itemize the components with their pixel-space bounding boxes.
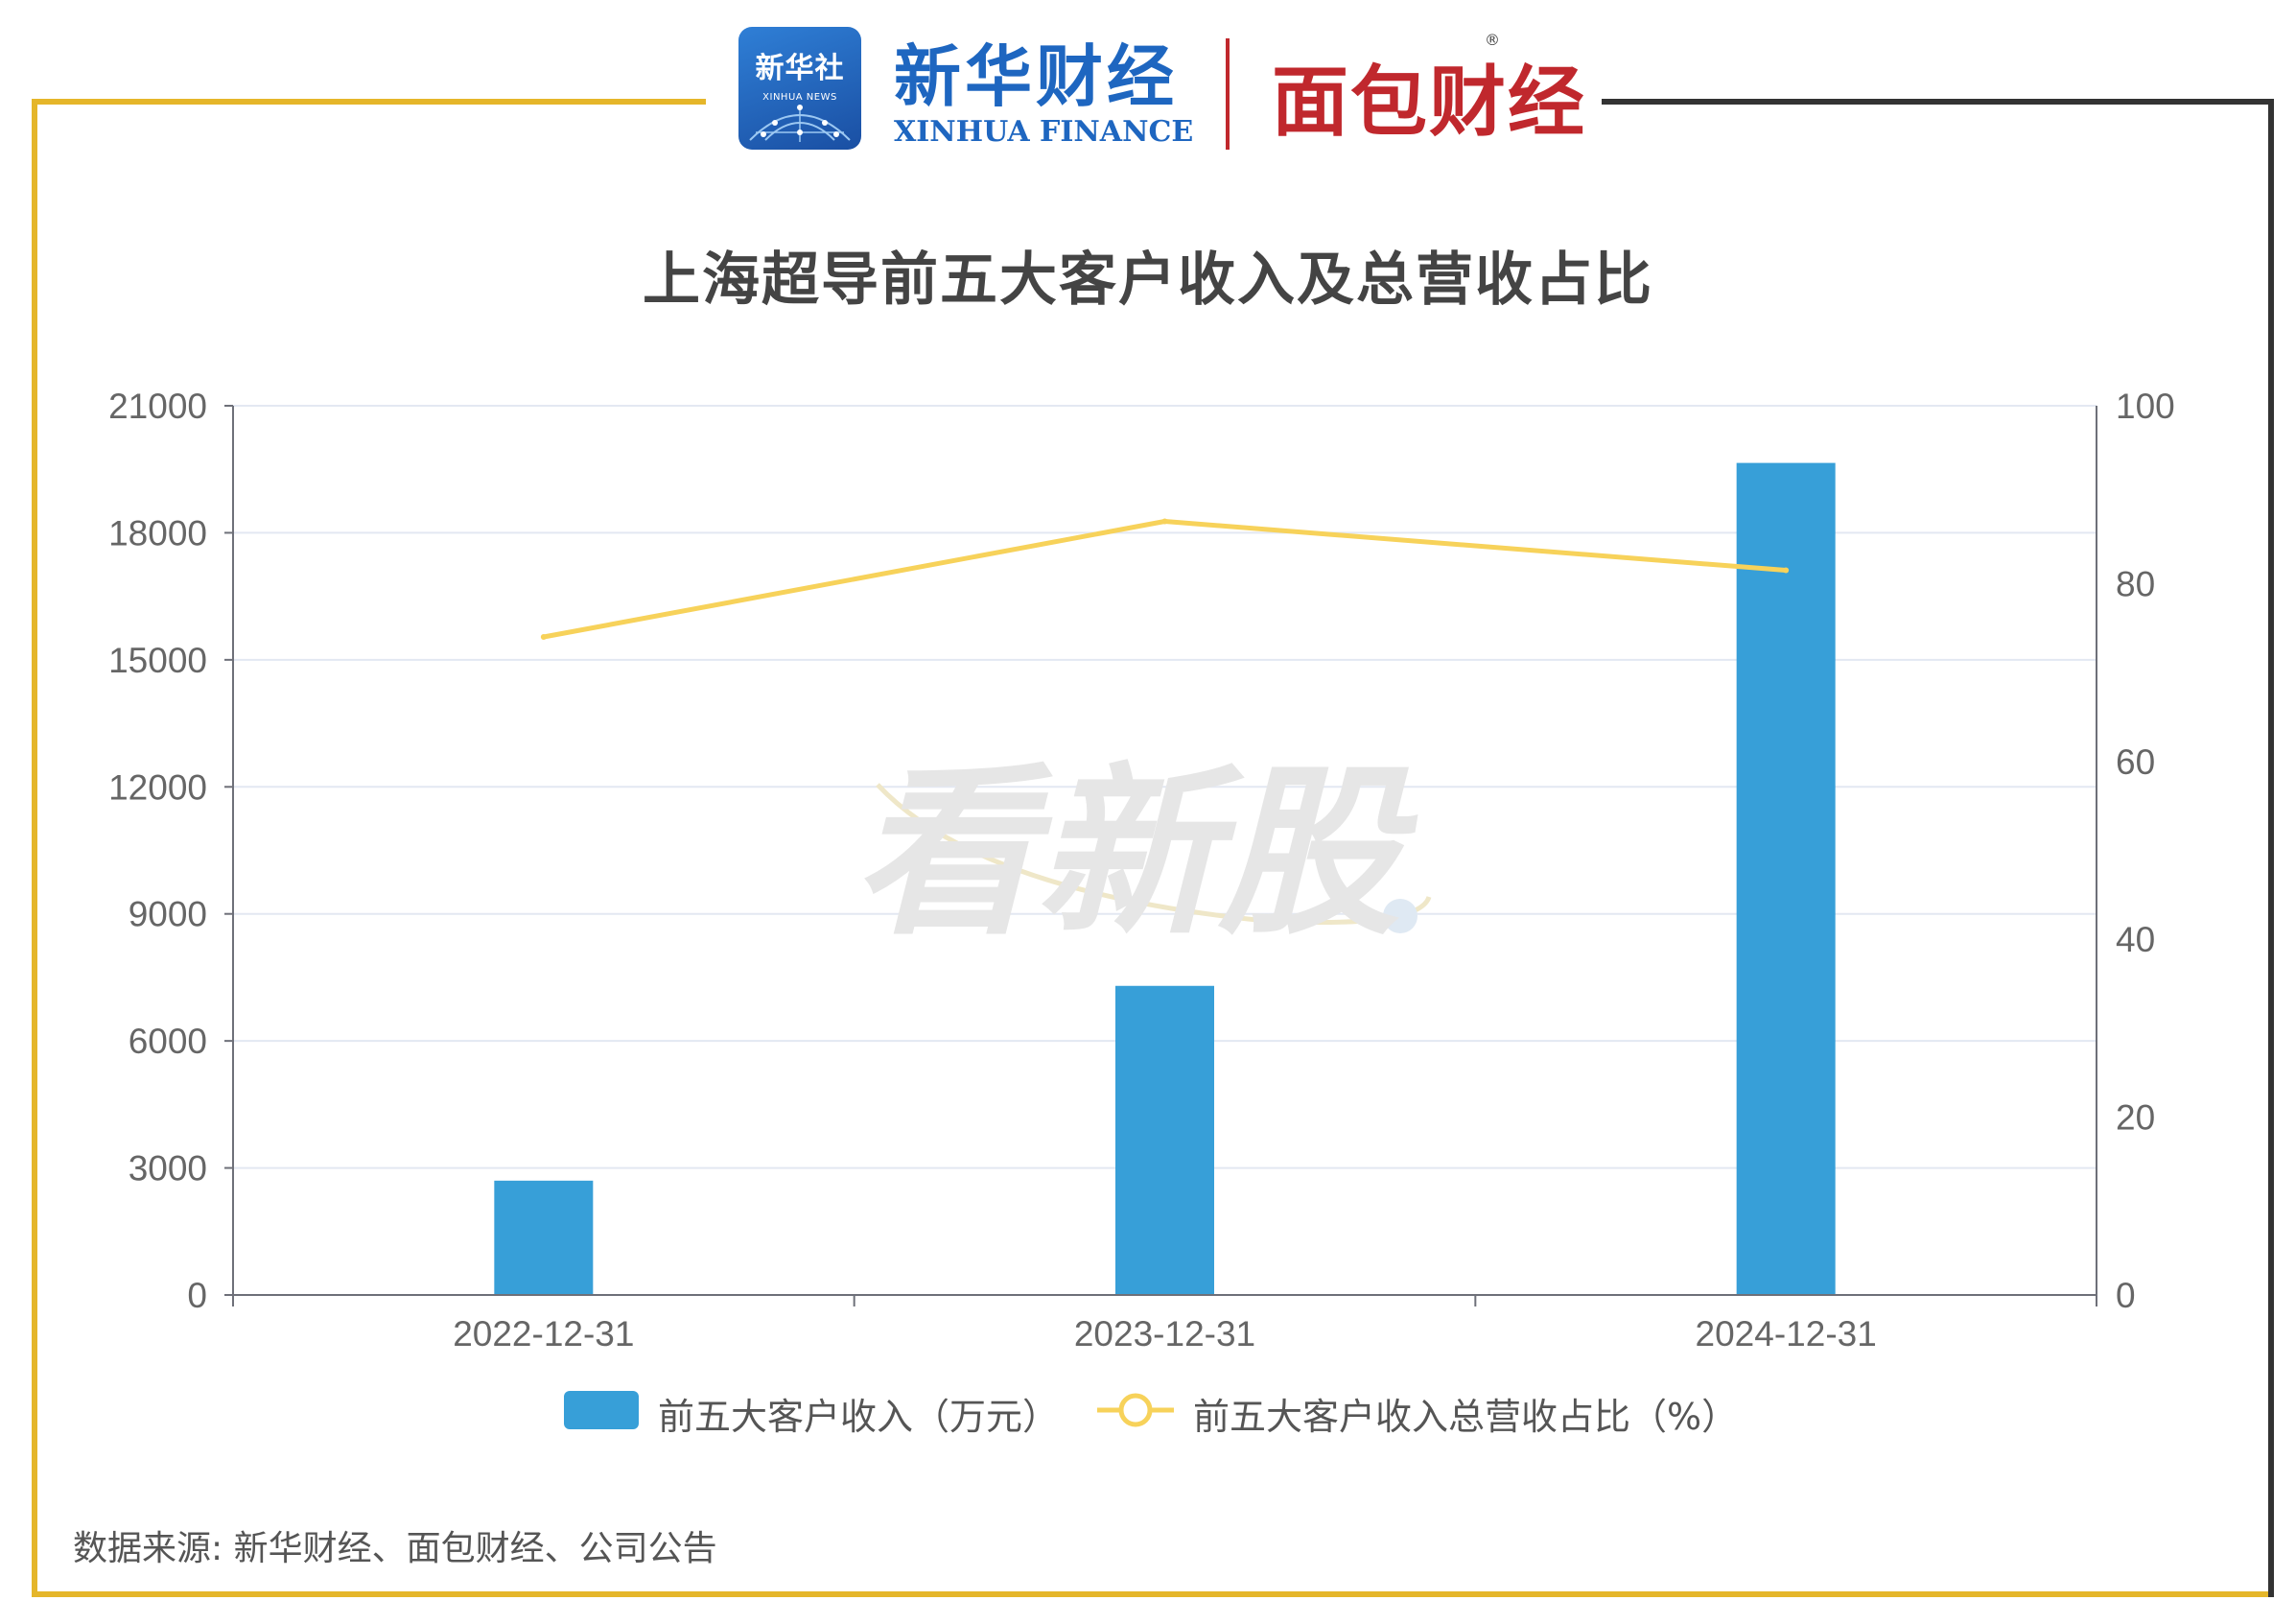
y-right-tick-label: 80 [2116, 564, 2155, 603]
x-tick-label: 2022-12-31 [453, 1314, 634, 1353]
frame-border-top-right [1602, 99, 2274, 105]
logo-divider [1226, 38, 1230, 150]
y-left-tick-label: 21000 [108, 387, 207, 426]
y-left-tick-label: 0 [187, 1276, 207, 1315]
legend-label-line: 前五大客户收入总营收占比（%） [1193, 1396, 1739, 1438]
chart-title: 上海超导前五大客户收入及总营收占比 [643, 247, 1653, 314]
y-left-tick-label: 15000 [108, 641, 207, 680]
y-right-tick-label: 100 [2116, 387, 2175, 426]
frame-border-bottom [32, 1591, 2274, 1597]
y-right-tick-label: 20 [2116, 1098, 2155, 1138]
y-left-tick-label: 6000 [129, 1022, 207, 1061]
bar-2023-12-31 [1115, 985, 1214, 1295]
xinhua-badge-cn: 新华社 [755, 52, 845, 85]
y-left-tick-label: 12000 [108, 767, 207, 807]
x-tick-label: 2024-12-31 [1696, 1314, 1877, 1353]
y-left-tick-label: 9000 [129, 895, 207, 934]
xinhua-badge-en: XINHUA NEWS [762, 92, 837, 103]
series-line-ratio [541, 519, 1789, 640]
y-right-tick-label: 0 [2116, 1276, 2136, 1315]
watermark-dot [1383, 899, 1417, 933]
legend-label-bar: 前五大客户收入（万元） [658, 1396, 1060, 1438]
header-logos: 新华社 XINHUA NEWS 新华财经 XINHUA FINANCE 面包财经… [738, 21, 1584, 155]
line-point-2023-12-31 [1161, 518, 1168, 525]
source-note: 数据来源: 新华财经、面包财经、公司公告 [73, 1529, 717, 1568]
frame-border-left [32, 99, 37, 1597]
bar-2022-12-31 [494, 1180, 594, 1295]
globe-network-icon [749, 105, 851, 142]
y-left-tick-label: 3000 [129, 1149, 207, 1189]
frame-border-top-left [32, 99, 706, 105]
xinhua-finance-logo-cn: 新华财经 [894, 36, 1178, 116]
y-right-tick-label: 60 [2116, 742, 2155, 782]
watermark: 看新股 [854, 747, 1432, 959]
registered-mark: ® [1485, 31, 1500, 49]
line-point-2024-12-31 [1783, 567, 1790, 574]
frame-border-right [2268, 99, 2274, 1597]
legend-swatch-line [1097, 1393, 1174, 1427]
x-tick-label: 2023-12-31 [1074, 1314, 1255, 1353]
xinhua-finance-logo-en: XINHUA FINANCE [894, 115, 1194, 149]
y-left-tick-label: 18000 [108, 513, 207, 553]
legend-swatch-bar [564, 1391, 639, 1429]
mianbao-finance-logo: 面包财经 [1272, 58, 1586, 147]
bar-2024-12-31 [1736, 462, 1836, 1295]
y-right-tick-label: 40 [2116, 920, 2155, 959]
line-point-2022-12-31 [540, 634, 547, 641]
watermark-text: 看新股 [854, 747, 1418, 959]
xinhua-news-logo: 新华社 XINHUA NEWS [738, 27, 861, 150]
